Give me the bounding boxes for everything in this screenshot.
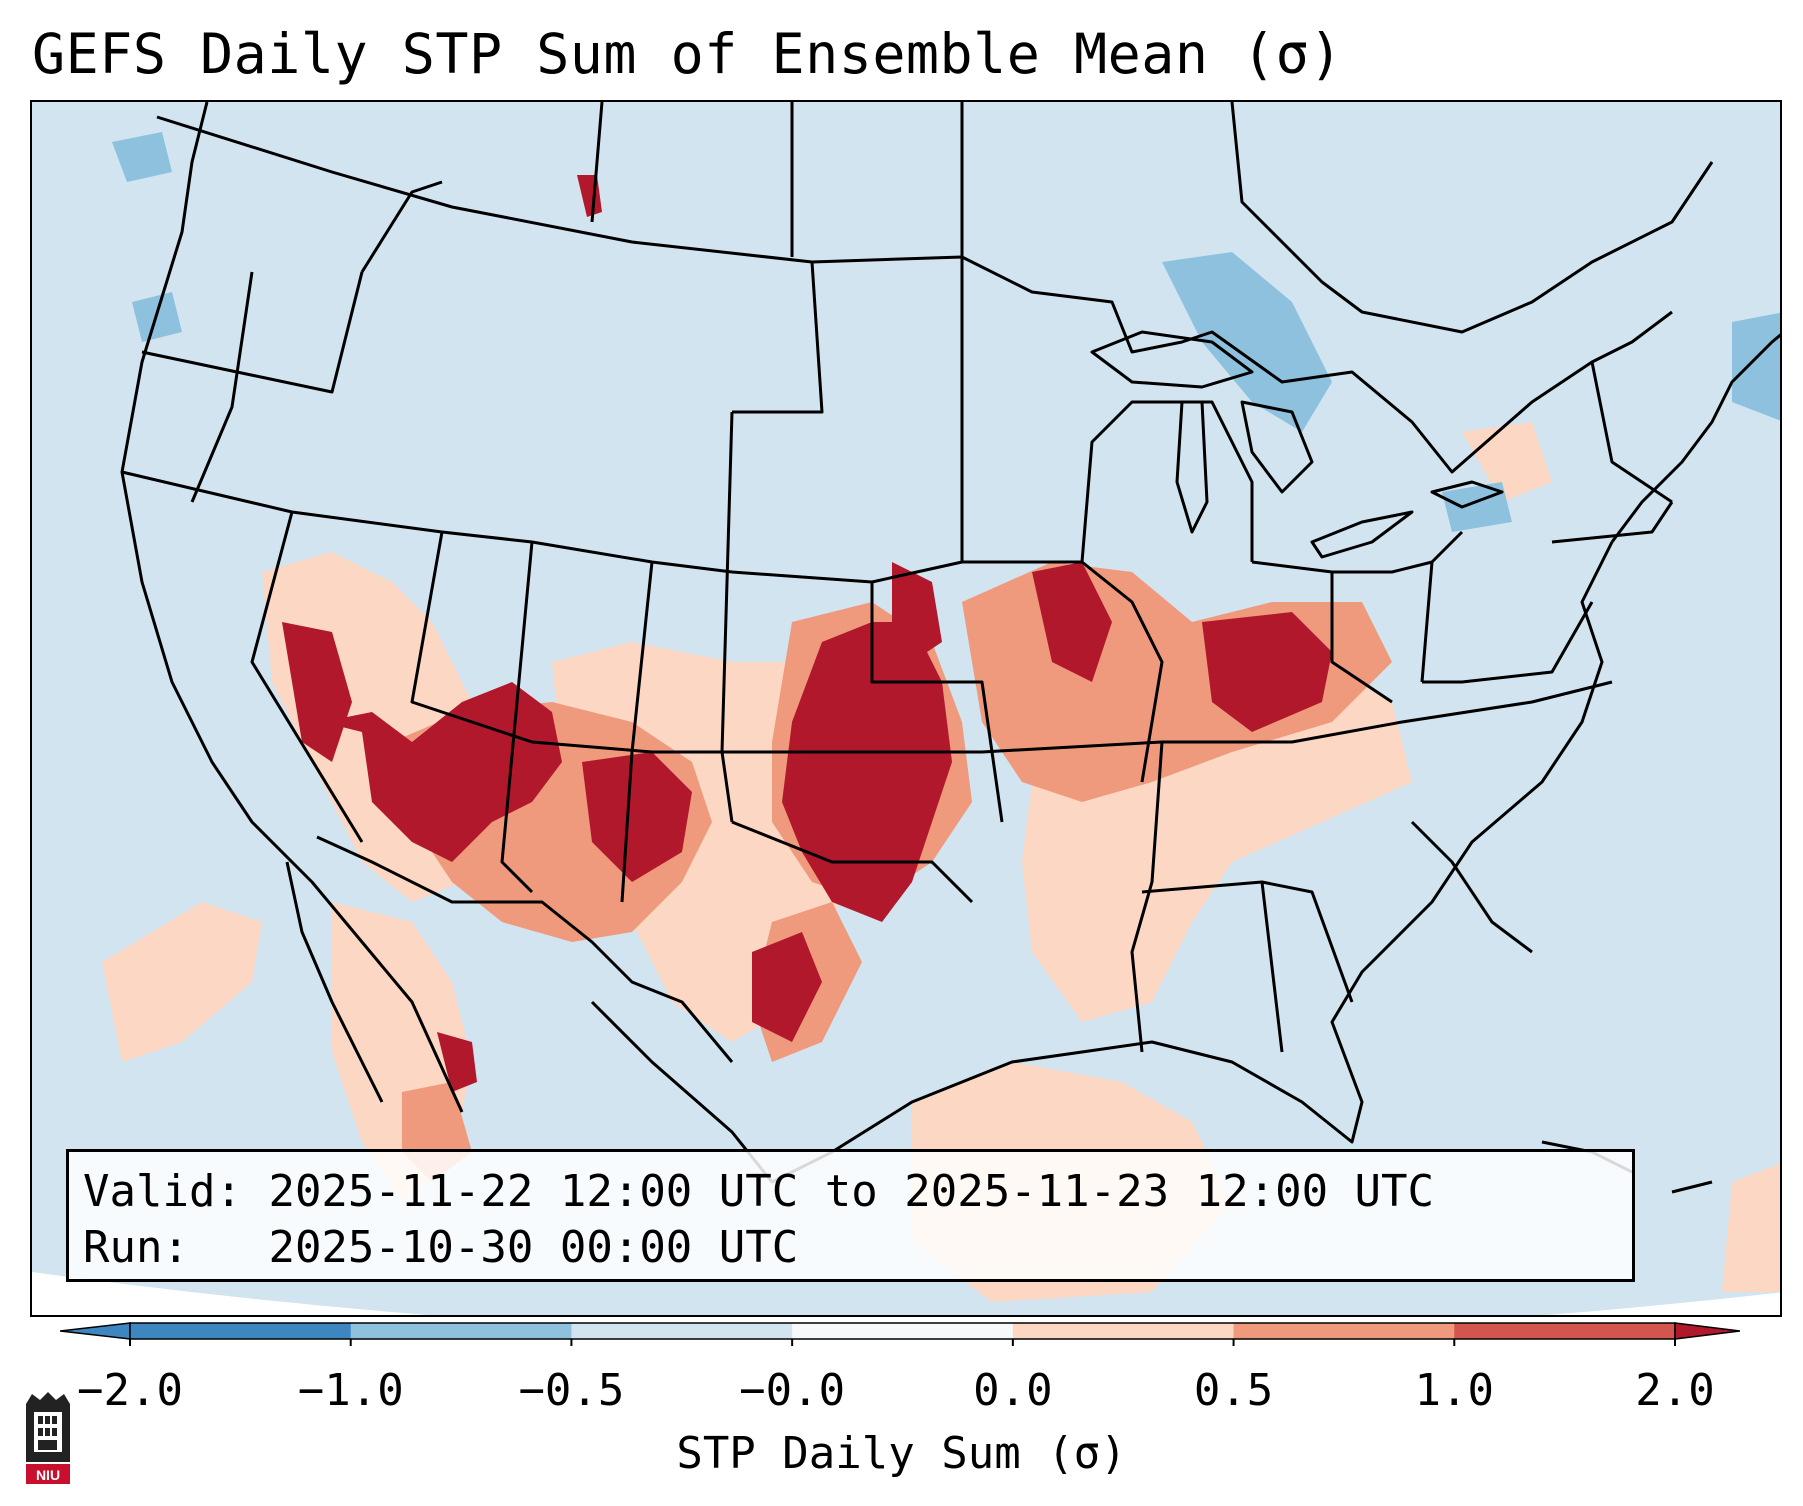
state-line — [410, 531, 732, 754]
state-line — [1260, 881, 1284, 1053]
state-line — [1141, 880, 1354, 1003]
colorbar-tick-label: −0.5 — [518, 1365, 625, 1416]
state-line — [981, 680, 1613, 754]
state-line — [1080, 400, 1254, 563]
colorbar-segments — [60, 1322, 1740, 1346]
colorbar-tick-label: −0.0 — [739, 1365, 846, 1416]
colorbar-tick-label: −2.0 — [77, 1365, 183, 1416]
state-line — [121, 470, 733, 574]
map-panel[interactable] — [30, 100, 1782, 1317]
state-line — [1420, 561, 1434, 683]
canada-line — [1230, 102, 1714, 334]
anomaly-strong-kansas — [892, 562, 942, 662]
colorbar-tick-label: 1.0 — [1414, 1365, 1495, 1416]
anomaly-strong-plains — [782, 622, 952, 922]
colorbar-tick-label: 2.0 — [1635, 1365, 1715, 1416]
anomaly-neg-lakes — [1162, 252, 1332, 432]
run-value: 2025-10-30 00:00 UTC — [268, 1222, 799, 1273]
island — [1671, 1180, 1713, 1194]
state-line — [620, 561, 654, 903]
niu-logo: NIU — [26, 1392, 70, 1484]
colorbar-extend-low — [60, 1322, 131, 1340]
anomaly-light-pacific — [102, 902, 262, 1062]
colorbar-tick-label: −1.0 — [297, 1365, 404, 1416]
anomaly-strong-mexico — [437, 1032, 477, 1092]
canada-line — [590, 102, 604, 223]
state-line — [141, 271, 364, 394]
coastline-baja — [285, 861, 384, 1103]
state-line — [250, 511, 364, 843]
anomaly-strong-ohio — [1202, 612, 1332, 732]
colorbar-label: STP Daily Sum (σ) — [676, 1428, 1127, 1479]
colorbar-segment — [350, 1323, 572, 1339]
validity-info-box: Valid: 2025-11-22 12:00 UTC to 2025-11-2… — [66, 1149, 1635, 1282]
colorbar-segment — [571, 1323, 793, 1339]
lake-michigan — [1175, 400, 1209, 534]
state-line — [500, 541, 534, 894]
colorbar-segment — [792, 1323, 1014, 1339]
anomaly-neg-pacific — [112, 132, 172, 182]
state-line — [720, 411, 734, 823]
anomaly-strong-newmexico — [582, 752, 692, 882]
state-line — [1551, 501, 1674, 544]
colorbar-segment — [1233, 1323, 1455, 1339]
state-line — [1590, 361, 1673, 504]
svg-text:NIU: NIU — [36, 1467, 60, 1483]
state-line — [732, 261, 824, 414]
state-line — [1330, 572, 1393, 704]
geography-lines — [120, 102, 1780, 1194]
colorbar — [60, 1322, 1740, 1346]
map-canvas — [32, 102, 1780, 1315]
colorbar-tick-label: 0.5 — [1193, 1365, 1274, 1416]
anomaly-strong-nevada — [282, 622, 352, 762]
state-line — [190, 271, 254, 503]
state-line — [1410, 820, 1533, 954]
colorbar-extend-high — [1674, 1322, 1740, 1340]
state-line — [731, 820, 974, 904]
colorbar-outline — [129, 1322, 1676, 1340]
valid-label: Valid: — [83, 1166, 242, 1217]
colorbar-segment — [1454, 1323, 1676, 1339]
state-line — [1422, 601, 1594, 684]
state-line — [731, 570, 1004, 823]
lake-superior — [1090, 330, 1254, 389]
anomaly-strong-illinois — [1032, 562, 1112, 682]
state-line — [962, 560, 1164, 783]
anomaly-strong-texas — [752, 932, 822, 1042]
colorbar-segment — [130, 1323, 352, 1339]
lake-erie — [1310, 510, 1414, 559]
anomaly-strong-fourcorners — [322, 682, 562, 862]
colorbar-tick-label: 0.0 — [973, 1365, 1053, 1416]
map-title: GEFS Daily STP Sum of Ensemble Mean (σ) — [32, 22, 1343, 86]
valid-value: 2025-11-22 12:00 UTC to 2025-11-23 12:00… — [268, 1166, 1435, 1217]
coastline-northeast — [1610, 333, 1780, 543]
anomaly-neg-newengland — [1732, 312, 1780, 421]
lake-ontario — [1430, 480, 1504, 509]
state-line — [1130, 741, 1164, 1053]
lake-huron — [1240, 400, 1314, 494]
border-canada-us — [156, 115, 1673, 474]
border-us-mexico — [316, 835, 734, 1063]
coastline-west — [120, 102, 464, 1113]
canada-line — [360, 180, 443, 273]
state-line — [1251, 530, 1464, 574]
run-label: Run: — [83, 1222, 189, 1273]
colorbar-segment — [1012, 1323, 1235, 1339]
anomaly-light-caribbean — [1722, 1163, 1780, 1292]
